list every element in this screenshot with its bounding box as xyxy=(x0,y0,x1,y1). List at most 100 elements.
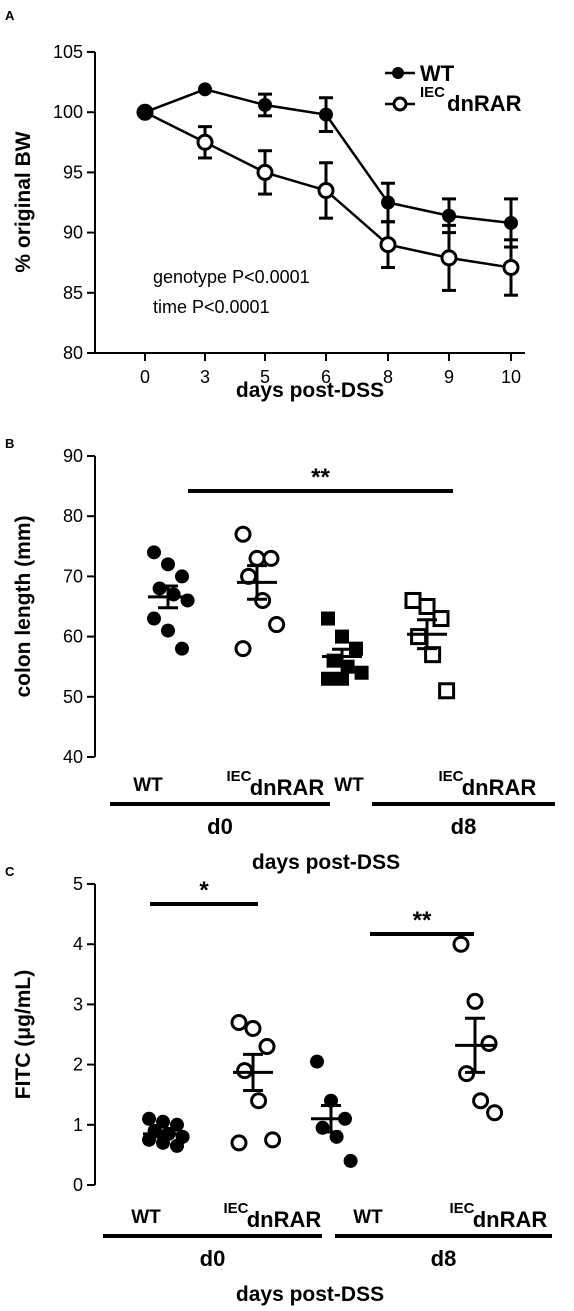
panel-a-y-tick-label: 80 xyxy=(63,343,83,363)
panel-letter-c: C xyxy=(5,864,15,879)
y-tick-label: 50 xyxy=(63,687,83,707)
data-point xyxy=(349,641,363,656)
panel-a-data-point xyxy=(379,236,397,254)
y-tick-label: 0 xyxy=(73,1175,83,1195)
y-tick-label: 4 xyxy=(73,934,83,954)
data-point xyxy=(354,665,369,680)
timepoint-label: d0 xyxy=(200,1246,226,1271)
data-point xyxy=(418,598,436,615)
group-label: WT xyxy=(353,1207,383,1228)
panel-a-y-tick-label: 105 xyxy=(53,42,83,62)
data-point xyxy=(234,640,252,658)
panel-a-y-axis-title: % original BW xyxy=(12,131,35,272)
legend-label-iec-superscript: IEC xyxy=(420,84,445,101)
data-point xyxy=(147,545,161,560)
data-point xyxy=(404,591,422,609)
data-point xyxy=(321,671,335,686)
panel-a-data-point xyxy=(138,105,152,120)
data-point xyxy=(321,611,335,626)
legend-label-iec: dnRAR xyxy=(447,91,522,116)
panel-a-data-point xyxy=(440,249,458,267)
data-point xyxy=(335,671,349,686)
data-point xyxy=(230,1134,248,1152)
panel-a-x-tick-label: 5 xyxy=(260,367,270,387)
panel-a-data-point xyxy=(381,195,395,210)
group-label: WT xyxy=(131,1207,161,1228)
panel-a-x-axis-title: days post-DSS xyxy=(236,379,384,402)
y-axis-title: colon length (mm) xyxy=(12,516,35,698)
data-point xyxy=(248,549,266,567)
panel-a-data-point xyxy=(502,259,520,277)
panel-a-data-point xyxy=(442,208,456,223)
panel-a-y-tick-label: 85 xyxy=(63,283,83,303)
panel-a-data-point xyxy=(504,215,518,230)
data-point xyxy=(244,1019,262,1037)
data-point xyxy=(264,1131,282,1149)
panel-a-y-tick-label: 100 xyxy=(53,102,83,122)
data-point xyxy=(161,557,175,572)
data-point xyxy=(452,935,470,953)
data-point xyxy=(156,1114,170,1129)
panel-letter-a: A xyxy=(5,8,15,23)
data-point xyxy=(234,525,252,543)
data-point xyxy=(147,611,161,626)
group-label: WT xyxy=(334,775,364,796)
data-point xyxy=(472,1092,490,1110)
data-point xyxy=(480,1035,498,1053)
panel-a-data-point xyxy=(198,82,212,97)
panel-a-data-point xyxy=(196,133,214,151)
data-point xyxy=(466,992,484,1010)
y-tick-label: 80 xyxy=(63,506,83,526)
data-point xyxy=(250,1092,268,1110)
data-point xyxy=(175,569,189,584)
data-point xyxy=(170,1117,184,1132)
data-point xyxy=(262,549,280,567)
legend-marker-iec xyxy=(392,96,408,112)
timepoint-label: d8 xyxy=(451,814,477,839)
panel-a-data-point xyxy=(256,163,274,181)
panel-a-x-tick-label: 0 xyxy=(140,367,150,387)
panel-letter-b: B xyxy=(5,436,14,451)
panel-a-x-tick-label: 6 xyxy=(321,367,331,387)
group-label-superscript: IEC xyxy=(226,768,251,785)
group-label: dnRAR xyxy=(250,775,325,800)
data-point xyxy=(343,1153,358,1168)
data-point xyxy=(156,1135,170,1150)
significance-label: ** xyxy=(413,907,432,934)
group-label-superscript: IEC xyxy=(438,768,463,785)
y-tick-label: 60 xyxy=(63,627,83,647)
y-tick-label: 3 xyxy=(73,994,83,1014)
y-tick-label: 70 xyxy=(63,566,83,586)
group-label: dnRAR xyxy=(473,1207,548,1232)
panel-a-y-tick-label: 90 xyxy=(63,223,83,243)
data-point xyxy=(161,623,175,638)
group-label-superscript: IEC xyxy=(223,1200,248,1217)
legend-label-wt: WT xyxy=(420,61,455,86)
x-axis-title: days post-DSS xyxy=(252,851,400,874)
y-tick-label: 2 xyxy=(73,1055,83,1075)
y-tick-label: 90 xyxy=(63,446,83,466)
y-tick-label: 5 xyxy=(73,874,83,894)
group-label: WT xyxy=(133,775,163,796)
data-point xyxy=(438,682,456,700)
significance-label: ** xyxy=(311,464,330,491)
annotation-genotype: genotype P<0.0001 xyxy=(153,267,310,287)
timepoint-label: d0 xyxy=(207,814,233,839)
data-point xyxy=(410,628,428,646)
y-tick-label: 40 xyxy=(63,747,83,767)
y-axis-title: FITC (μg/mL) xyxy=(12,970,35,1100)
data-point xyxy=(170,1138,184,1153)
data-point xyxy=(236,1062,254,1080)
data-point xyxy=(142,1132,156,1147)
data-point xyxy=(142,1111,156,1126)
data-point xyxy=(258,1038,276,1056)
significance-label: * xyxy=(199,877,209,904)
data-point xyxy=(486,1104,504,1122)
panel-a-data-point xyxy=(317,181,335,199)
annotation-time: time P<0.0001 xyxy=(153,297,270,317)
panel-a-y-tick-label: 95 xyxy=(63,162,83,182)
data-point xyxy=(152,581,167,596)
data-point xyxy=(335,629,349,644)
y-tick-label: 1 xyxy=(73,1115,83,1135)
